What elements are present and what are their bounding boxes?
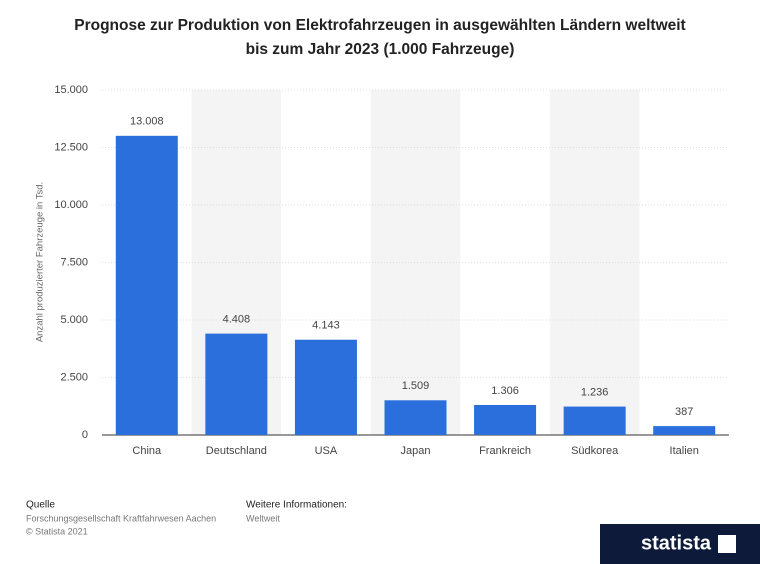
- value-label: 4.408: [223, 314, 251, 326]
- y-tick-label: 5.000: [60, 314, 88, 326]
- value-label: 13.008: [130, 116, 164, 128]
- chart-title: Prognose zur Produktion von Elektrofahrz…: [74, 17, 685, 34]
- copyright: © Statista 2021: [26, 526, 88, 536]
- info: Weltweit: [246, 513, 280, 523]
- x-tick-label: Japan: [401, 445, 431, 457]
- y-tick-label: 7.500: [60, 256, 88, 268]
- bar: [563, 406, 626, 435]
- value-label: 1.236: [581, 386, 609, 398]
- value-label: 1.509: [402, 380, 430, 392]
- x-tick-label: China: [132, 445, 162, 457]
- source: Forschungsgesellschaft Kraftfahrwesen Aa…: [26, 513, 216, 523]
- logo: statista: [641, 532, 712, 554]
- bar: [115, 135, 178, 436]
- y-tick-label: 2.500: [60, 371, 88, 383]
- x-tick-label: Südkorea: [571, 445, 619, 457]
- value-label: 387: [675, 406, 693, 418]
- bar: [205, 333, 268, 435]
- y-tick-label: 0: [82, 429, 88, 441]
- info-heading: Weitere Informationen:: [246, 500, 347, 511]
- band-stripe: [370, 90, 461, 435]
- x-tick-label: USA: [315, 445, 338, 457]
- y-tick-label: 15.000: [54, 84, 88, 96]
- x-tick-label: Deutschland: [206, 445, 267, 457]
- source-heading: Quelle: [26, 500, 55, 511]
- y-axis-label: Anzahl produzierter Fahrzeuge in Tsd.: [35, 182, 46, 342]
- y-tick-label: 10.000: [54, 199, 88, 211]
- bar: [294, 339, 357, 435]
- chart-title: bis zum Jahr 2023 (1.000 Fahrzeuge): [246, 41, 515, 58]
- bar: [474, 404, 537, 435]
- bar: [653, 426, 716, 435]
- value-label: 1.306: [491, 385, 519, 397]
- x-tick-label: Frankreich: [479, 445, 531, 457]
- y-tick-label: 12.500: [54, 141, 88, 153]
- value-label: 4.143: [312, 320, 340, 332]
- logo-icon: [718, 535, 736, 553]
- bar: [384, 400, 447, 435]
- x-tick-label: Italien: [670, 445, 699, 457]
